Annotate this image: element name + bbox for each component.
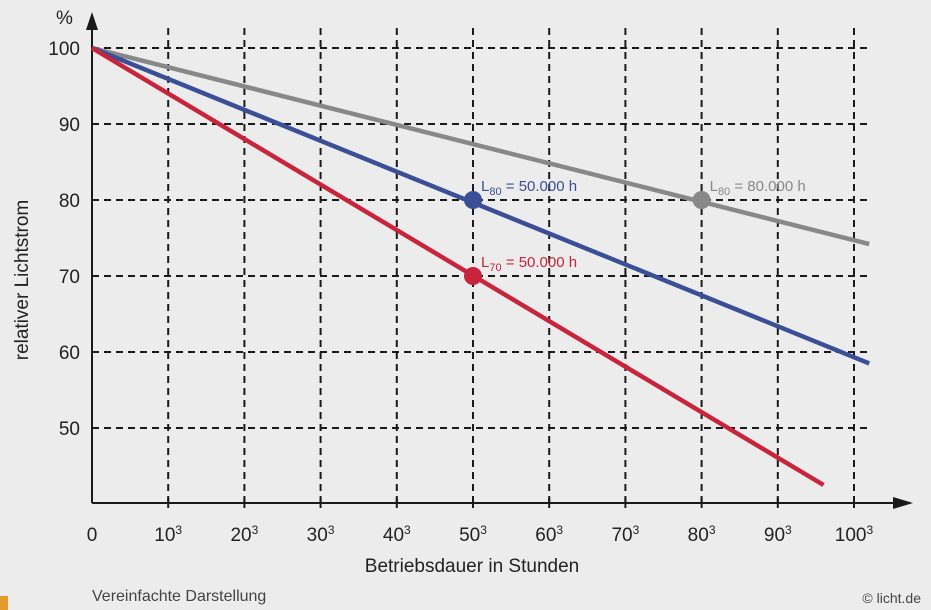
y-tick-label: 80 — [59, 191, 80, 212]
series-line — [90, 46, 825, 487]
copyright: © licht.de — [862, 590, 921, 606]
data-marker — [464, 191, 482, 209]
series-line — [91, 45, 871, 366]
y-tick-label: 50 — [59, 419, 80, 440]
data-markers: L80 = 50.000 h L80 = 80.000 h L70 = 50.000… — [464, 178, 806, 285]
corner-mark — [0, 596, 8, 610]
axes — [86, 12, 913, 509]
x-tick-label: 603 — [535, 523, 563, 546]
series-lines — [90, 45, 871, 487]
y-axis-arrow — [86, 12, 98, 30]
x-tick-label: 903 — [764, 523, 792, 546]
x-tick-label: 103 — [154, 523, 182, 546]
x-axis-arrow — [893, 497, 913, 509]
x-axis-label: Betriebsdauer in Stunden — [365, 556, 579, 577]
x-tick-label: 403 — [383, 523, 411, 546]
x-tick-label: 503 — [459, 523, 487, 546]
x-tick-label: 303 — [307, 523, 335, 546]
data-marker — [692, 191, 711, 209]
data-marker — [464, 267, 482, 285]
footer-note: Vereinfachte Darstellung — [92, 588, 267, 605]
marker-label: L80 = 50.000 h — [481, 178, 577, 198]
x-tick-label: 1003 — [835, 523, 874, 546]
tick-labels: 100 90 80 70 60 50 0 103 203 303 403 503 603 703 803 90… — [48, 39, 873, 546]
x-tick-label: 203 — [230, 523, 258, 546]
y-tick-label: 60 — [59, 343, 80, 364]
marker-label: L80 = 80.000 h — [710, 178, 806, 198]
marker-label: L70 = 50.000 h — [481, 254, 577, 274]
x-tick-label: 0 — [87, 525, 98, 546]
y-tick-label: 90 — [59, 115, 80, 136]
y-unit-label: % — [56, 8, 73, 29]
x-tick-label: 703 — [611, 523, 639, 546]
y-tick-label: 100 — [48, 39, 80, 60]
y-axis-label: relativer Lichtstrom — [12, 200, 33, 361]
y-tick-label: 70 — [59, 267, 80, 288]
x-tick-label: 803 — [688, 523, 716, 546]
series-line — [91, 45, 870, 247]
